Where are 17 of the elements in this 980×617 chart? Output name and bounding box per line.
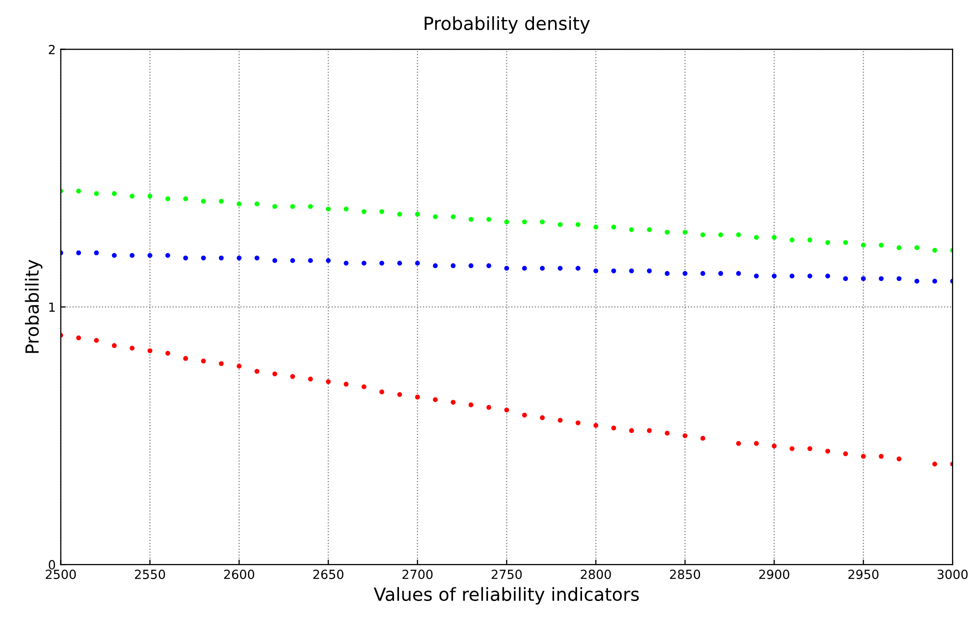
x-tick-label: 2800 <box>580 570 611 580</box>
x-axis-title: Values of reliability indicators <box>374 587 639 605</box>
chart-title: Probability density <box>424 16 590 34</box>
x-tick-label: 2700 <box>402 570 433 580</box>
x-tick-label: 2500 <box>46 570 76 580</box>
y-axis-title: Probability <box>24 260 42 353</box>
x-tick-label: 2750 <box>492 570 522 580</box>
y-tick-label: 1 <box>49 302 55 312</box>
x-tick-label: 2950 <box>848 570 878 580</box>
y-tick-label: 2 <box>48 44 55 54</box>
x-tick-label: 3000 <box>938 570 968 580</box>
x-tick-label: 2650 <box>313 570 344 580</box>
x-tick-label: 2900 <box>759 570 790 580</box>
x-tick-label: 2600 <box>224 570 254 580</box>
x-tick-label: 2550 <box>134 570 166 580</box>
x-tick-label: 2850 <box>670 570 700 580</box>
y-tick-label: 0 <box>48 560 56 570</box>
